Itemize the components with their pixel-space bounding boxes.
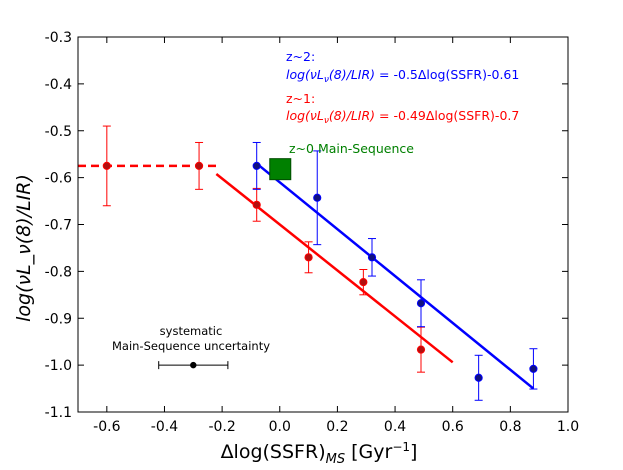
data-point-z1 <box>304 253 313 262</box>
x-tick-label: 0.6 <box>442 419 464 435</box>
y-tick-label: -0.8 <box>45 264 72 280</box>
x-tick-label: 0.4 <box>384 419 406 435</box>
y-tick-label: -0.7 <box>45 218 72 234</box>
x-tick-label: 0.8 <box>499 419 521 435</box>
x-tick-label: -0.2 <box>208 419 235 435</box>
x-tick-label: 1.0 <box>557 419 579 435</box>
z2-eq-rhs: = -0.5Δlog(SSFR)-0.61 <box>375 67 519 82</box>
systematic-label-line1: systematic <box>160 324 223 338</box>
z2-equation: log(νLν(8)/LIR) = -0.5Δlog(SSFR)-0.61 <box>286 67 519 85</box>
y-tick-label: -0.5 <box>45 124 72 140</box>
data-point-z2 <box>529 364 538 373</box>
fit-line-z2 <box>255 162 535 390</box>
data-point-z2 <box>252 161 261 171</box>
x-title-unit-sup: −1 <box>392 440 410 454</box>
data-points-layer <box>102 125 538 401</box>
x-title-unit-close: ] <box>410 441 417 463</box>
data-point-z2 <box>416 299 426 308</box>
data-point-z2 <box>313 193 322 202</box>
y-tick-label: -1.1 <box>45 405 72 421</box>
x-title-main: Δlog(SSFR) <box>221 441 326 463</box>
z2-eq-lhs: log(νL <box>286 67 324 82</box>
data-point-z1 <box>102 161 111 171</box>
x-title-sub: MS <box>326 452 345 467</box>
x-tick-label: -0.6 <box>93 419 120 435</box>
data-point-z2 <box>367 253 377 262</box>
data-point-z1 <box>359 278 368 287</box>
fit-lines-layer <box>78 162 535 390</box>
y-tick-label: -1.0 <box>45 358 72 374</box>
z1-eq-rhs: = -0.49Δlog(SSFR)-0.7 <box>375 108 519 123</box>
z0-label: z~0 Main-Sequence <box>289 141 414 156</box>
fit-line-z1 <box>215 172 454 364</box>
data-point-z1 <box>194 161 204 171</box>
data-point-z2 <box>474 373 483 382</box>
main-sequence-marker <box>269 158 292 181</box>
z1-eq-sub: ν <box>324 116 329 126</box>
z2-eq-mid: (8)/LIR) <box>329 67 375 82</box>
systematic-label-line2: Main-Sequence uncertainty <box>112 339 270 353</box>
z1-eq-mid: (8)/LIR) <box>329 108 375 123</box>
z1-eq-lhs: log(νL <box>286 108 324 123</box>
z2-eq-sub: ν <box>324 75 329 85</box>
y-tick-label: -0.9 <box>45 311 72 327</box>
z1-label: z~1: <box>286 91 315 106</box>
y-axis-title: log(νL_ν(8)/LIR) <box>13 174 35 322</box>
y-tick-label: -0.6 <box>45 171 72 187</box>
x-tick-label: -0.4 <box>151 419 178 435</box>
data-point-z1 <box>252 200 261 209</box>
systematic-point <box>190 361 197 369</box>
y-tick-label: -0.4 <box>45 77 72 93</box>
x-tick-label: 0.2 <box>326 419 348 435</box>
y-tick-label: -0.3 <box>45 30 72 46</box>
data-point-z1 <box>416 345 426 354</box>
ticks-layer: -0.6 -0.4 -0.2 0.0 0.2 0.4 0.6 0.8 1.0 -1.1 -1.0 -0… <box>45 30 579 435</box>
z1-equation: log(νLν(8)/LIR) = -0.49Δlog(SSFR)-0.7 <box>286 108 519 126</box>
z2-label: z~2: <box>286 49 315 64</box>
x-tick-label: 0.0 <box>269 419 291 435</box>
x-title-unit-open: [Gyr <box>345 441 392 463</box>
x-axis-title: Δlog(SSFR)MS [Gyr−1] <box>221 440 418 467</box>
